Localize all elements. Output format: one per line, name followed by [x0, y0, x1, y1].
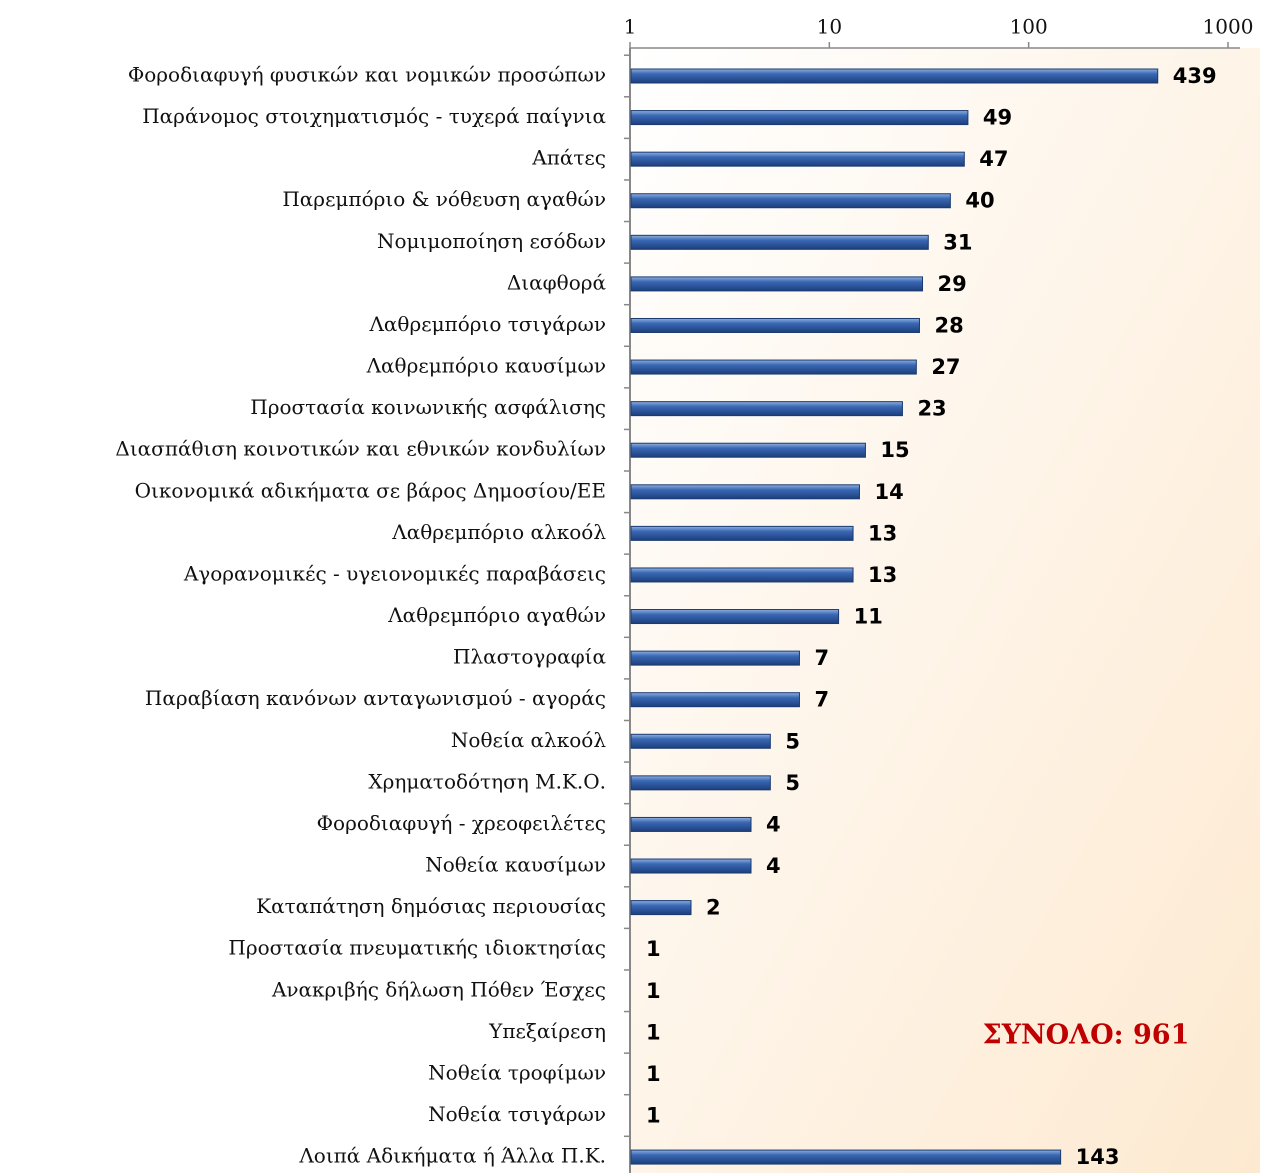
data-label: 439 [1173, 64, 1217, 88]
y-tick-label: Νοθεία τσιγάρων [428, 1102, 606, 1126]
y-tick-label: Παράνομος στοιχηματισμός - τυχερά παίγνι… [142, 104, 606, 128]
y-tick-label: Υπεξαίρεση [488, 1019, 606, 1043]
bar [630, 401, 903, 417]
data-label: 143 [1076, 1145, 1120, 1169]
data-label: 1 [646, 979, 661, 1003]
bar [630, 276, 924, 292]
bar [630, 650, 800, 666]
bar [630, 317, 920, 333]
y-tick-label: Καταπάτηση δημόσιας περιουσίας [256, 894, 606, 918]
y-tick-label: Αγορανομικές - υγειονομικές παραβάσεις [183, 561, 606, 585]
y-tick-label: Παραβίαση κανόνων ανταγωνισμού - αγοράς [145, 686, 606, 710]
y-tick-label: Παρεμπόριο & νόθευση αγαθών [282, 187, 606, 211]
data-label: 27 [931, 355, 960, 379]
y-tick-label: Οικονομικά αδικήματα σε βάρος Δημοσίου/Ε… [135, 478, 606, 502]
data-label: 7 [814, 646, 829, 670]
data-label: 40 [965, 189, 994, 213]
total-annotation: ΣΥΝΟΛΟ: 961 [983, 1020, 1190, 1051]
y-tick-label: Νομιμοποίηση εσόδων [377, 229, 606, 253]
data-label: 15 [880, 438, 909, 462]
bar [630, 609, 840, 625]
y-tick-label: Νοθεία αλκοόλ [451, 728, 606, 752]
data-label: 7 [814, 688, 829, 712]
data-label: 29 [938, 272, 967, 296]
data-label: 1 [646, 1062, 661, 1086]
bar [630, 525, 854, 541]
y-tick-label: Λαθρεμπόριο τσιγάρων [368, 312, 606, 336]
bar [630, 110, 969, 126]
y-tick-label: Φοροδιαφυγή - χρεοφειλέτες [317, 811, 606, 835]
bar [630, 151, 965, 167]
y-tick-label: Λοιπά Αδικήματα ή Άλλα Π.Κ. [298, 1144, 606, 1168]
y-tick-label: Χρηματοδότηση Μ.Κ.Ο. [368, 769, 606, 793]
bar [630, 68, 1159, 84]
data-label: 31 [943, 230, 972, 254]
bar [630, 775, 771, 791]
data-label: 4 [766, 854, 781, 878]
y-tick-label: Πλαστογραφία [453, 645, 606, 669]
data-label: 13 [868, 521, 897, 545]
bar [630, 234, 929, 250]
data-label: 47 [979, 147, 1008, 171]
y-tick-label: Νοθεία καυσίμων [425, 853, 606, 877]
x-tick-label: 1000 [1203, 15, 1254, 39]
data-label: 1 [646, 1020, 661, 1044]
bar [630, 1149, 1062, 1165]
y-tick-label: Ανακριβής δήλωση Πόθεν Έσχες [271, 977, 606, 1001]
data-label: 11 [854, 605, 883, 629]
bar [630, 484, 860, 500]
data-label: 28 [934, 313, 963, 337]
y-tick-label: Λαθρεμπόριο αλκοόλ [391, 520, 606, 544]
x-tick-label: 1 [624, 15, 637, 39]
bar [630, 733, 771, 749]
data-label: 5 [785, 729, 800, 753]
y-tick-label: Λαθρεμπόριο καυσίμων [366, 354, 606, 378]
data-label: 4 [766, 812, 781, 836]
bar [630, 858, 752, 874]
data-label: 1 [646, 937, 661, 961]
bar [630, 442, 866, 458]
y-tick-label: Προστασία πνευματικής ιδιοκτησίας [228, 936, 606, 960]
data-label: 49 [983, 106, 1012, 130]
data-label: 1 [646, 1104, 661, 1128]
bar [630, 193, 951, 209]
y-tick-label: Νοθεία τροφίμων [428, 1060, 606, 1084]
x-tick-label: 100 [1010, 15, 1048, 39]
data-label: 2 [706, 896, 721, 920]
y-tick-label: Απάτες [531, 146, 606, 170]
y-tick-label: Διαφθορά [507, 270, 606, 294]
data-label: 23 [917, 397, 946, 421]
y-tick-label: Διασπάθιση κοινοτικών και εθνικών κονδυλ… [115, 437, 606, 461]
y-tick-label: Λαθρεμπόριο αγαθών [387, 603, 606, 627]
bar [630, 567, 854, 583]
data-label: 14 [874, 480, 903, 504]
bar [630, 900, 692, 916]
x-tick-label: 10 [817, 15, 842, 39]
bar [630, 359, 917, 375]
bar [630, 692, 800, 708]
y-tick-label: Φοροδιαφυγή φυσικών και νομικών προσώπων [128, 63, 606, 87]
bar [630, 816, 752, 832]
y-tick-label: Προστασία κοινωνικής ασφάλισης [250, 395, 606, 419]
data-label: 5 [785, 771, 800, 795]
data-label: 13 [868, 563, 897, 587]
